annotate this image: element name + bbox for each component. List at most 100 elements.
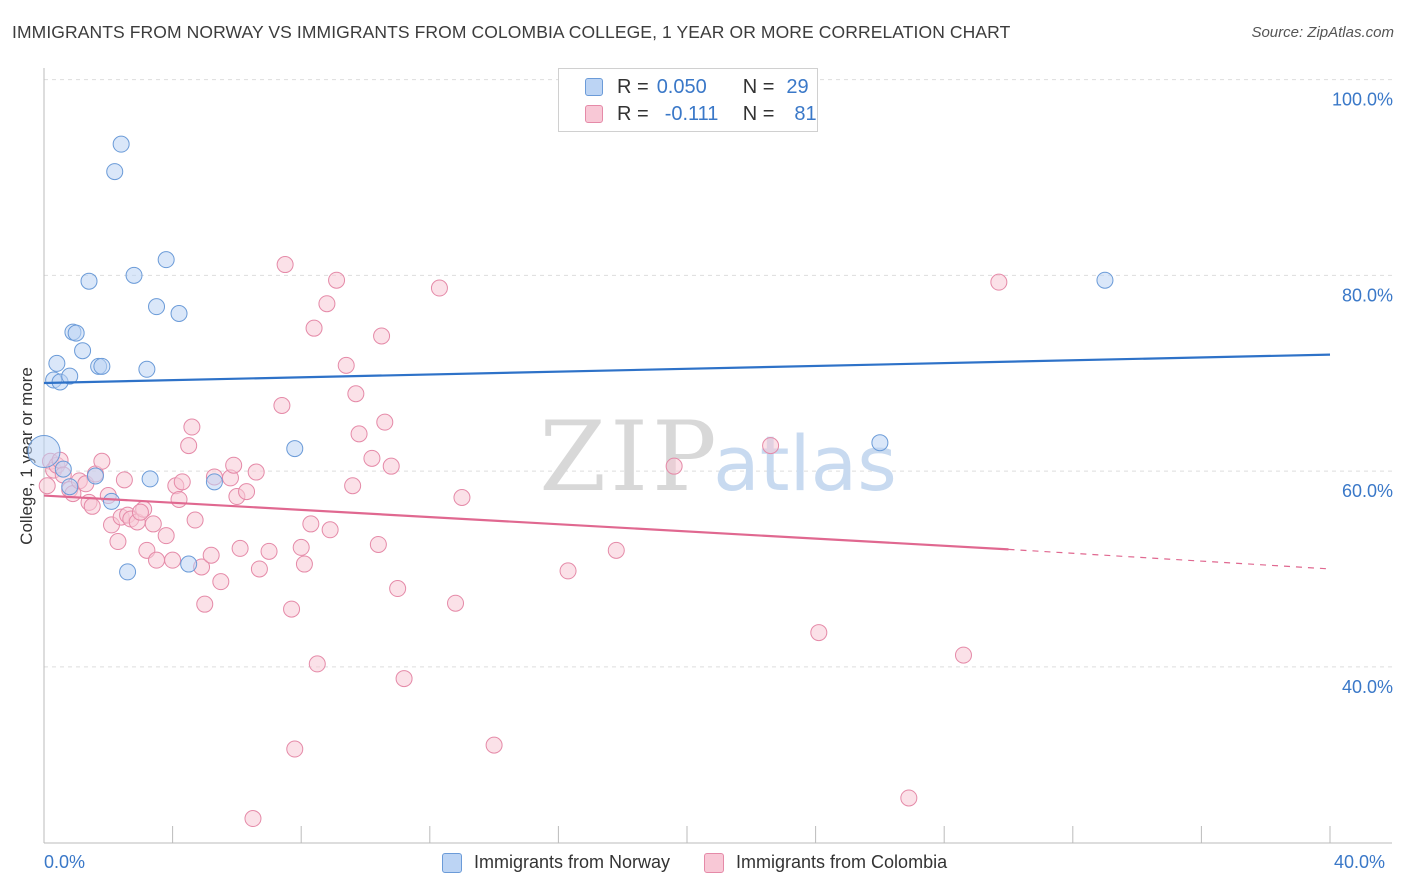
colombia-point-67 [373, 327, 391, 345]
colombia-point-69 [382, 457, 400, 475]
legend-swatch-norway [442, 852, 462, 873]
colombia-point-64 [350, 425, 368, 443]
colombia-point-26 [148, 551, 166, 569]
colombia-point-57 [308, 655, 326, 673]
colombia-r-label: R = [617, 102, 649, 125]
legend-item-colombia: Immigrants from Colombia [704, 852, 947, 873]
colombia-trend-extension [1008, 548, 1331, 570]
colombia-point-55 [302, 515, 320, 533]
colombia-point-61 [337, 356, 355, 374]
norway-point-6 [61, 478, 79, 496]
colombia-point-27 [157, 527, 175, 545]
colombia-point-54 [295, 555, 313, 573]
norway-point-28 [1096, 271, 1114, 289]
y-tick-label-3: 40.0% [1342, 677, 1393, 697]
colombia-point-11 [83, 497, 101, 515]
colombia-point-47 [250, 560, 268, 578]
colombia-point-30 [170, 490, 188, 508]
y-axis-label: College, 1 year or more [17, 367, 36, 545]
colombia-point-59 [321, 521, 339, 539]
colombia-point-65 [363, 449, 381, 467]
legend-item-norway: Immigrants from Norway [442, 852, 670, 873]
y-tick-label-2: 60.0% [1342, 481, 1393, 501]
colombia-point-33 [183, 418, 201, 436]
colombia-point-41 [225, 456, 243, 474]
norway-trend-line [43, 353, 1331, 385]
colombia-point-77 [607, 541, 625, 559]
norway-r-label: R = [617, 75, 649, 98]
colombia-point-44 [238, 483, 256, 501]
norway-point-24 [180, 555, 198, 573]
norway-point-21 [148, 298, 166, 316]
norway-point-2 [48, 354, 66, 372]
norway-point-13 [93, 357, 111, 375]
legend-swatch-colombia [704, 852, 725, 873]
legend-label-norway: Immigrants from Norway [474, 852, 671, 872]
colombia-point-78 [665, 457, 683, 475]
colombia-point-13 [93, 452, 111, 470]
colombia-point-70 [389, 580, 407, 598]
colombia-point-34 [186, 511, 204, 529]
colombia-point-75 [485, 736, 503, 754]
colombia-point-66 [369, 535, 387, 553]
colombia-point-52 [286, 740, 304, 758]
colombia-point-83 [990, 273, 1008, 291]
norway-point-9 [67, 324, 85, 342]
colombia-point-82 [954, 646, 972, 664]
norway-point-22 [157, 251, 175, 269]
colombia-point-81 [900, 789, 918, 807]
y-tick-label-1: 80.0% [1342, 285, 1393, 305]
colombia-point-62 [344, 477, 362, 495]
watermark-zip: ZIP [539, 401, 720, 513]
norway-point-11 [80, 272, 98, 290]
norway-point-10 [74, 342, 92, 360]
gridlines [44, 79, 1392, 668]
colombia-point-53 [292, 538, 310, 556]
norway-n-label: N = [742, 75, 775, 98]
norway-swatch [585, 78, 603, 96]
colombia-points [38, 256, 1008, 828]
colombia-point-31 [173, 473, 191, 491]
norway-r-value: 0.050 [656, 75, 707, 98]
series-legend: Immigrants from Norway Immigrants from C… [442, 852, 981, 873]
norway-point-23 [170, 304, 188, 322]
legend-row-norway: R = 0.050 N = 29 [585, 74, 809, 100]
y-tick-label-0: 100.0% [1332, 90, 1393, 110]
colombia-point-48 [260, 542, 278, 560]
colombia-point-0 [38, 477, 56, 495]
colombia-point-51 [283, 600, 301, 618]
colombia-point-18 [115, 471, 133, 489]
norway-point-14 [103, 492, 121, 510]
watermark: ZIP atlas [539, 401, 896, 513]
norway-point-20 [141, 470, 159, 488]
norway-point-19 [138, 360, 156, 378]
colombia-point-76 [559, 562, 577, 580]
colombia-point-74 [453, 489, 471, 507]
colombia-trend-line [43, 494, 1009, 551]
norway-point-5 [54, 460, 72, 478]
norway-point-15 [106, 163, 124, 181]
colombia-point-45 [244, 810, 262, 828]
colombia-point-68 [376, 413, 394, 431]
colombia-point-28 [164, 551, 182, 569]
norway-point-27 [871, 434, 889, 452]
source-label: Source: ZipAtlas.com [1251, 24, 1394, 41]
trend-lines [43, 353, 1331, 570]
colombia-point-50 [276, 256, 294, 274]
colombia-point-71 [395, 670, 413, 688]
colombia-point-73 [447, 594, 465, 612]
stats-legend: R = 0.050 N = 29 R = -0.111 N = 81 [558, 68, 818, 132]
norway-point-25 [205, 473, 223, 491]
chart-title: IMMIGRANTS FROM NORWAY VS IMMIGRANTS FRO… [12, 22, 1011, 42]
colombia-swatch [585, 105, 603, 123]
colombia-point-43 [231, 539, 249, 557]
colombia-point-16 [109, 533, 127, 551]
colombia-point-32 [180, 437, 198, 455]
colombia-point-36 [196, 595, 214, 613]
colombia-point-23 [131, 503, 149, 521]
colombia-point-72 [430, 279, 448, 297]
colombia-point-39 [212, 573, 230, 591]
norway-point-18 [125, 266, 143, 284]
norway-point-16 [112, 135, 130, 153]
